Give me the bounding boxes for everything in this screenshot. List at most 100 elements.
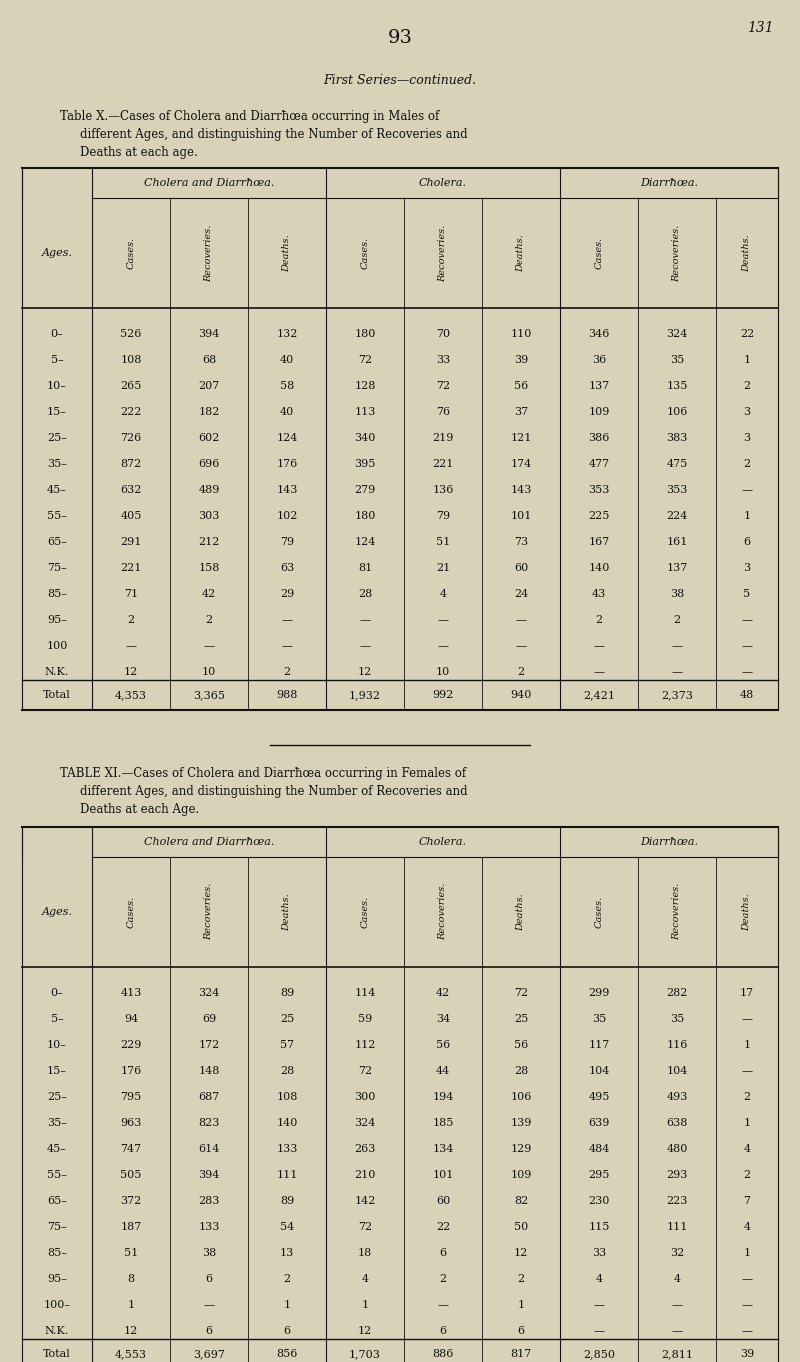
Text: 111: 111 <box>666 1222 688 1231</box>
Text: 6: 6 <box>283 1325 290 1336</box>
Text: 176: 176 <box>120 1065 142 1076</box>
Text: 135: 135 <box>666 381 688 391</box>
Text: —: — <box>359 642 370 651</box>
Text: 223: 223 <box>666 1196 688 1205</box>
Text: 872: 872 <box>120 459 142 469</box>
Text: 1: 1 <box>743 1248 750 1257</box>
Text: 2,373: 2,373 <box>661 691 693 700</box>
Text: 8: 8 <box>127 1273 134 1284</box>
Text: 73: 73 <box>514 537 528 548</box>
Text: 72: 72 <box>358 355 372 365</box>
Text: 324: 324 <box>666 330 688 339</box>
Text: 405: 405 <box>120 511 142 522</box>
Text: 3: 3 <box>743 433 750 443</box>
Text: 82: 82 <box>514 1196 528 1205</box>
Text: —: — <box>671 1299 682 1310</box>
Text: 34: 34 <box>436 1013 450 1024</box>
Text: 638: 638 <box>666 1118 688 1128</box>
Text: Deaths.: Deaths. <box>282 234 291 272</box>
Text: 36: 36 <box>592 355 606 365</box>
Text: 35: 35 <box>592 1013 606 1024</box>
Text: 24: 24 <box>514 588 528 599</box>
Text: —: — <box>282 616 293 625</box>
Text: —: — <box>203 1299 214 1310</box>
Text: —: — <box>742 1299 753 1310</box>
Text: 265: 265 <box>120 381 142 391</box>
Text: 940: 940 <box>510 691 532 700</box>
Text: 72: 72 <box>514 987 528 998</box>
Text: 3: 3 <box>743 563 750 573</box>
Text: 747: 747 <box>121 1144 142 1154</box>
Text: 988: 988 <box>276 691 298 700</box>
Text: 114: 114 <box>354 987 376 998</box>
Text: 100–: 100– <box>43 1299 70 1310</box>
Text: 167: 167 <box>588 537 610 548</box>
Text: 10: 10 <box>202 667 216 677</box>
Text: 75–: 75– <box>47 1222 67 1231</box>
Text: 25–: 25– <box>47 1092 67 1102</box>
Text: 28: 28 <box>280 1065 294 1076</box>
Text: 18: 18 <box>358 1248 372 1257</box>
Text: 224: 224 <box>666 511 688 522</box>
Text: 2: 2 <box>743 1170 750 1179</box>
Text: 6: 6 <box>518 1325 525 1336</box>
Text: —: — <box>671 667 682 677</box>
Text: 2: 2 <box>283 1273 290 1284</box>
Text: 39: 39 <box>514 355 528 365</box>
Text: 28: 28 <box>514 1065 528 1076</box>
Text: 102: 102 <box>276 511 298 522</box>
Text: 42: 42 <box>436 987 450 998</box>
Text: 1: 1 <box>743 355 750 365</box>
Text: 33: 33 <box>436 355 450 365</box>
Text: 128: 128 <box>354 381 376 391</box>
Text: Diarrħœa.: Diarrħœa. <box>640 178 698 188</box>
Text: 4: 4 <box>439 588 446 599</box>
Text: Deaths.: Deaths. <box>282 893 291 930</box>
Text: 6: 6 <box>439 1248 446 1257</box>
Text: 39: 39 <box>740 1350 754 1359</box>
Text: N.K.: N.K. <box>45 1325 69 1336</box>
Text: 109: 109 <box>588 407 610 417</box>
Text: 10: 10 <box>436 667 450 677</box>
Text: 129: 129 <box>510 1144 532 1154</box>
Text: TABLE XI.—Cases of Cholera and Diarrħœa occurring in Females of: TABLE XI.—Cases of Cholera and Diarrħœa … <box>60 767 466 779</box>
Text: Ages.: Ages. <box>42 907 73 917</box>
Text: Cholera and Diarrħœa.: Cholera and Diarrħœa. <box>144 836 274 847</box>
Text: Recoveries.: Recoveries. <box>205 225 214 282</box>
Text: 7: 7 <box>743 1196 750 1205</box>
Text: 79: 79 <box>280 537 294 548</box>
Text: 32: 32 <box>670 1248 684 1257</box>
Text: 219: 219 <box>432 433 454 443</box>
Text: 15–: 15– <box>47 407 67 417</box>
Text: —: — <box>742 642 753 651</box>
Text: 12: 12 <box>514 1248 528 1257</box>
Text: —: — <box>594 1299 605 1310</box>
Text: 134: 134 <box>432 1144 454 1154</box>
Text: 230: 230 <box>588 1196 610 1205</box>
Text: 394: 394 <box>198 330 220 339</box>
Text: 180: 180 <box>354 330 376 339</box>
Text: 383: 383 <box>666 433 688 443</box>
Text: 324: 324 <box>354 1118 376 1128</box>
Text: 300: 300 <box>354 1092 376 1102</box>
Text: 15–: 15– <box>47 1065 67 1076</box>
Text: 222: 222 <box>120 407 142 417</box>
Text: 2: 2 <box>206 616 213 625</box>
Text: 2: 2 <box>595 616 602 625</box>
Text: 21: 21 <box>436 563 450 573</box>
Text: Diarrħœa.: Diarrħœa. <box>640 836 698 847</box>
Text: 2: 2 <box>743 459 750 469</box>
Text: Cases.: Cases. <box>126 237 135 270</box>
Text: 1: 1 <box>127 1299 134 1310</box>
Text: 963: 963 <box>120 1118 142 1128</box>
Text: 108: 108 <box>120 355 142 365</box>
Text: Cases.: Cases. <box>361 237 370 270</box>
Text: 6: 6 <box>206 1273 213 1284</box>
Text: 161: 161 <box>666 537 688 548</box>
Text: N.K.: N.K. <box>45 667 69 677</box>
Text: —: — <box>515 642 526 651</box>
Text: 108: 108 <box>276 1092 298 1102</box>
Text: 35: 35 <box>670 355 684 365</box>
Text: 6: 6 <box>439 1325 446 1336</box>
Text: 12: 12 <box>358 1325 372 1336</box>
